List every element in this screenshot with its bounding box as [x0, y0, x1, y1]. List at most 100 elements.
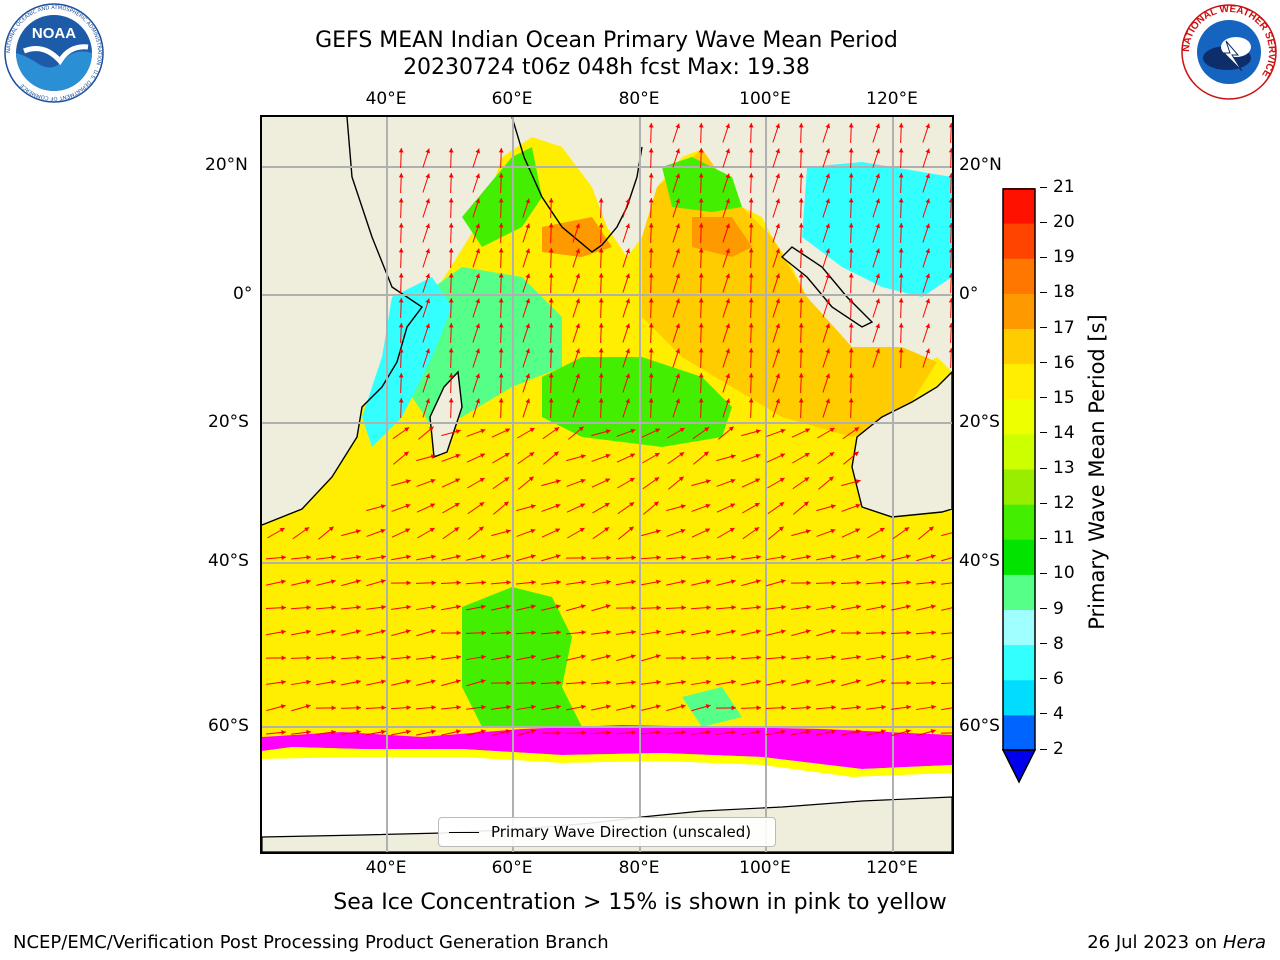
wave-arrow-head [748, 373, 754, 378]
wave-arrow-head [356, 605, 361, 610]
wave-arrow-head [525, 198, 531, 204]
wave-arrow-head [656, 605, 661, 611]
wave-arrow-head [781, 655, 786, 660]
wave-arrow-head [906, 704, 911, 710]
colorbar-swatch [1003, 504, 1035, 540]
wave-arrow-head [425, 298, 431, 304]
wave-arrow-head [355, 529, 361, 534]
wave-direction-arrows [265, 122, 952, 737]
wave-arrow-head [925, 273, 931, 279]
wave-arrow-head [729, 528, 735, 533]
wave-arrow-head [698, 223, 704, 228]
lat-tick-right-20s: 20°S [959, 412, 1000, 432]
wave-arrow-head [398, 273, 404, 278]
wave-arrow-head [398, 148, 404, 153]
wave-arrow-head [856, 630, 861, 636]
wave-arrow-head [681, 655, 686, 661]
wave-arrow-head [848, 248, 854, 253]
wave-arrow-head [948, 173, 952, 178]
wave-arrow-head [606, 555, 611, 561]
colorbar-tick-label: 17 [1040, 318, 1075, 338]
wave-arrow-head [481, 630, 486, 636]
wave-arrow-head [398, 223, 404, 228]
wave-arrow-head [475, 373, 481, 379]
wave-arrow-head [881, 604, 886, 610]
wave-arrow-head [781, 705, 786, 711]
wave-arrow-head [580, 654, 586, 660]
wave-arrow-head [506, 580, 511, 585]
wave-arrow-head [898, 148, 904, 153]
wave-arrow-head [548, 223, 554, 228]
colorbar-swatch [1003, 644, 1035, 681]
lat-tick-left-60s: 60°S [208, 716, 249, 736]
wave-arrow-head [548, 198, 554, 203]
wave-arrow-head [825, 198, 831, 204]
wave-arrow [941, 557, 952, 562]
wave-period-map [262, 117, 952, 852]
wave-arrow-head [731, 705, 736, 711]
wave-arrow-head [281, 730, 286, 735]
wave-arrow-head [425, 198, 431, 204]
lon-tick-bottom-80e: 80°E [618, 858, 660, 878]
wave-arrow-head [625, 223, 631, 229]
wave-arrow-head [829, 428, 835, 433]
wave-arrow-head [706, 729, 711, 735]
wave-arrow-head [680, 528, 686, 534]
colorbar-border [1002, 188, 1036, 751]
wave-arrow-head [706, 555, 711, 560]
ocean-green-kerguelen [682, 687, 742, 727]
colorbar-tick-label: 15 [1040, 388, 1075, 408]
wave-arrow-head [948, 198, 952, 203]
wave-arrow-head [905, 729, 911, 734]
wave-arrow-head [581, 730, 586, 736]
wave-arrow-head [648, 273, 654, 278]
wave-arrow-head [398, 348, 404, 353]
wave-arrow-head [631, 579, 636, 585]
wave-arrow-head [631, 730, 636, 735]
wave-arrow-head [848, 223, 854, 228]
wave-arrow-head [948, 273, 952, 278]
footer-credit: NCEP/EMC/Verification Post Processing Pr… [13, 932, 609, 953]
colorbar-tick-label: 9 [1040, 599, 1064, 619]
wave-arrow-head [425, 248, 431, 254]
wave-arrow-head [825, 148, 831, 154]
lat-tick-left-20s: 20°S [208, 412, 249, 432]
wave-arrow-head [898, 223, 904, 228]
wave-arrow-head [855, 503, 861, 509]
wave-arrow-head [498, 398, 504, 403]
wave-arrow-head [830, 629, 836, 634]
wave-arrow-head [498, 223, 504, 228]
colorbar-tick-label: 14 [1040, 423, 1075, 443]
wave-arrow-head [875, 123, 881, 129]
wave-arrow-head [506, 704, 511, 710]
wave-arrow-head [403, 451, 409, 457]
wave-arrow-head [381, 655, 386, 660]
wave-arrow-head [881, 654, 886, 660]
wave-arrow-head [706, 629, 711, 635]
wave-arrow-head [875, 198, 881, 204]
wave-arrow-head [328, 526, 334, 532]
wave-arrow-head [331, 554, 336, 560]
colorbar-swatch [1003, 433, 1035, 470]
wave-arrow-head [405, 629, 411, 634]
wave-arrow-head [875, 248, 881, 254]
wave-arrow-head [948, 223, 952, 228]
wave-arrow-head [828, 476, 834, 482]
wave-arrow-head [825, 398, 831, 404]
wave-arrow-head [631, 605, 636, 611]
wave-arrow-head [475, 173, 481, 179]
colorbar-swatch [1003, 679, 1035, 716]
wave-arrow-head [475, 348, 481, 354]
wave-arrow-head [775, 223, 781, 229]
lat-tick-right-0: 0° [959, 284, 979, 304]
arabian-sea-orange [542, 217, 612, 257]
wave-arrow-head [553, 451, 559, 457]
wave-arrow-head [856, 654, 861, 660]
wave-arrow-head [725, 248, 731, 254]
wave-arrow-head [606, 680, 611, 685]
wave-arrow-head [425, 223, 431, 229]
wave-arrow-head [580, 478, 586, 484]
wave-arrow-head [575, 248, 581, 254]
colorbar-swatch [1003, 539, 1035, 575]
wave-arrow-head [305, 704, 311, 709]
